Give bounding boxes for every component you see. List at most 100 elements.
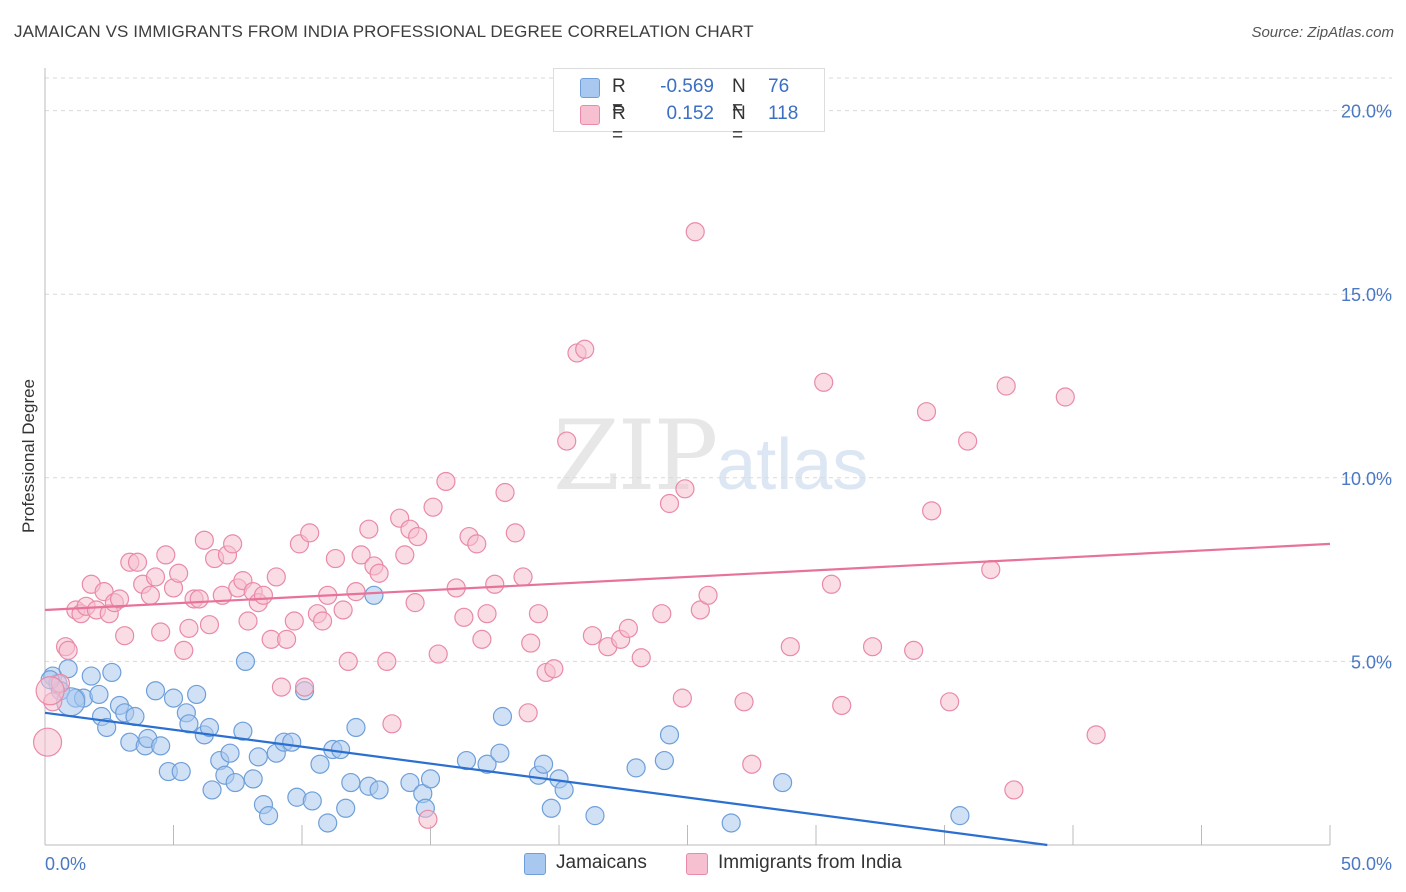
legend-n-value: 76 [768, 76, 790, 97]
jamaicans-point [310, 754, 330, 774]
india-point [685, 222, 705, 242]
india-point [156, 545, 176, 565]
x-tick-label-max: 50.0% [1341, 854, 1392, 874]
jamaicans-point [585, 806, 605, 826]
y-tick-label: 20.0% [1341, 102, 1392, 122]
india-point [194, 530, 214, 550]
india-point [189, 589, 209, 609]
india-point [821, 574, 842, 594]
jamaicans-point [654, 750, 674, 771]
legend-swatch-jamaicans [580, 78, 600, 98]
india-point [127, 552, 148, 572]
jamaicans-point [772, 772, 793, 793]
india-point [659, 493, 680, 514]
india-point [418, 809, 438, 829]
jamaicans-point [369, 780, 389, 800]
jamaicans-point [659, 725, 680, 745]
india-point [58, 640, 78, 660]
india-point [996, 376, 1016, 396]
india-point [675, 479, 695, 499]
india-point [351, 545, 371, 565]
jamaicans-point [541, 798, 561, 818]
india-point [284, 611, 304, 631]
y-tick-label: 5.0% [1351, 652, 1392, 672]
legend-r-value: 0.152 [666, 103, 714, 124]
india-point [832, 695, 852, 716]
india-point [454, 607, 474, 627]
india-point [472, 629, 492, 649]
india-point [958, 431, 978, 451]
jamaicans-point [336, 798, 356, 818]
india-point [467, 534, 487, 554]
jamaicans-point [950, 806, 970, 826]
india-point [223, 534, 243, 554]
india-point [513, 567, 533, 587]
india-point [582, 626, 603, 646]
india-point [780, 637, 800, 657]
jamaicans-point [199, 717, 220, 738]
axes [44, 68, 1331, 846]
india-point [428, 644, 448, 664]
india-point [1086, 725, 1106, 745]
chart-title: JAMAICAN VS IMMIGRANTS FROM INDIA PROFES… [14, 22, 754, 41]
jamaicans-point [364, 585, 384, 605]
jamaicans-point [235, 651, 256, 671]
axis-labels: 5.0% 10.0% 15.0% 20.0% 0.0% 50.0% Professional… [19, 102, 1392, 874]
jamaicans-point [202, 780, 222, 800]
jamaicans-point [220, 743, 240, 763]
jamaicans-point [400, 772, 420, 793]
watermark-atlas: atlas [716, 425, 869, 505]
india-point [294, 677, 315, 697]
india-point [922, 501, 942, 521]
y-tick-label: 15.0% [1341, 285, 1392, 305]
india-point [672, 688, 692, 708]
india-point [423, 497, 443, 517]
india-point [505, 523, 525, 543]
jamaicans-point [171, 761, 191, 782]
india-point [300, 523, 320, 543]
india-point [377, 651, 397, 671]
correlation-legend: R = -0.569 N = 76 R = 0.152 N = 118 [553, 68, 825, 146]
jamaicans-point [420, 769, 441, 789]
legend-swatch-india [580, 105, 600, 125]
jamaicans-point [318, 813, 338, 833]
india-point [199, 615, 220, 635]
india-point [904, 640, 924, 660]
india-point [179, 618, 199, 638]
india-point [698, 585, 718, 605]
legend-label-jamaicans: Jamaicans [556, 852, 647, 873]
jamaicans-point [554, 780, 574, 800]
jamaicans-point [163, 688, 184, 708]
jamaicans-point [81, 666, 101, 686]
jamaicans-point [243, 769, 263, 789]
india-point [271, 677, 292, 697]
india-point [395, 545, 415, 565]
india-point [109, 589, 130, 609]
india-point [346, 582, 366, 602]
india-point [369, 563, 389, 583]
india-point [916, 402, 937, 422]
india-point [325, 548, 346, 569]
jamaicans-points [40, 585, 970, 833]
india-point [333, 600, 353, 620]
jamaicans-point [302, 791, 322, 811]
trend-lines [44, 542, 1331, 847]
india-point [266, 567, 286, 587]
india-point [631, 648, 651, 668]
india-point [981, 559, 1001, 580]
y-axis-title: Professional Degree [19, 379, 38, 533]
jamaicans-point [490, 743, 510, 763]
india-point [652, 604, 672, 624]
india-point [544, 659, 564, 679]
india-point [528, 604, 549, 624]
x-tick-label-min: 0.0% [45, 854, 86, 874]
y-tick-label: 10.0% [1341, 469, 1392, 489]
india-point [1055, 387, 1075, 407]
india-point [382, 714, 402, 734]
india-point [32, 727, 63, 757]
legend-r-label: R = [612, 103, 626, 146]
india-point [734, 692, 754, 712]
jamaicans-point [346, 717, 366, 738]
india-point [436, 471, 456, 492]
